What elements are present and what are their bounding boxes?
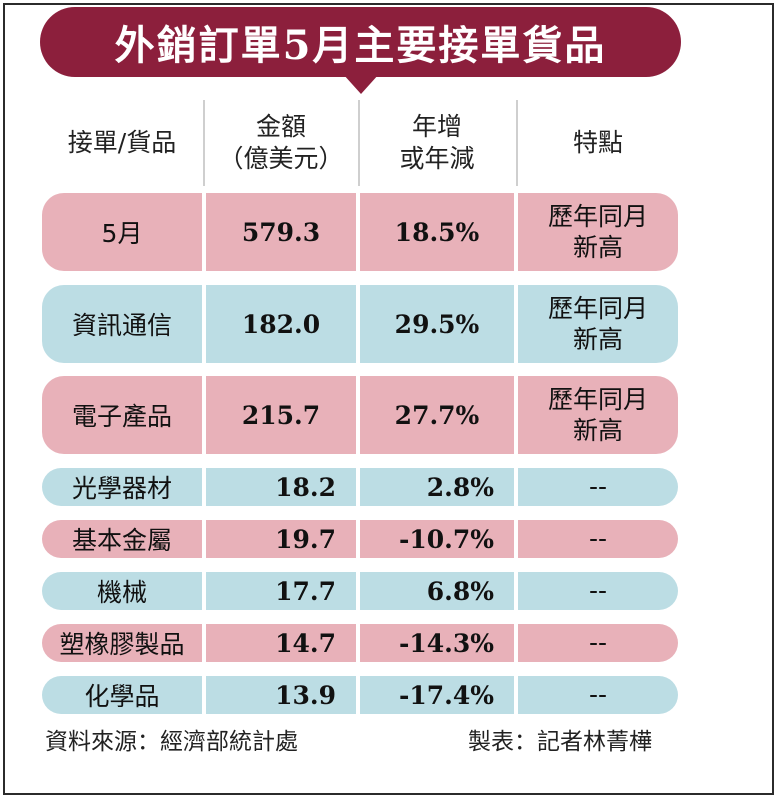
row-feature: 歷年同月 新高 bbox=[518, 376, 678, 454]
header-change-line2: 或年減 bbox=[399, 144, 475, 173]
credit-note: 製表：記者林菁樺 bbox=[468, 729, 652, 755]
table-row: 機械 17.7 6.8% -- bbox=[42, 572, 678, 610]
row-amount-value: 182.0 bbox=[206, 285, 356, 363]
header-item: 接單/貨品 bbox=[42, 100, 202, 186]
row-feature-text: -- bbox=[588, 472, 608, 502]
row-feature-text: 歷年同月 bbox=[547, 201, 648, 231]
row-feature-text: 新高 bbox=[572, 325, 623, 354]
header-divider bbox=[203, 100, 205, 186]
row-feature: -- bbox=[518, 572, 678, 610]
row-item-name: 機械 bbox=[42, 572, 202, 610]
table-row: 化學品 13.9 -17.4% -- bbox=[42, 676, 678, 714]
row-feature: -- bbox=[518, 624, 678, 662]
row-feature: 歷年同月 新高 bbox=[518, 193, 678, 271]
row-amount-value: 18.2 bbox=[206, 468, 356, 506]
row-item-name: 基本金屬 bbox=[42, 520, 202, 558]
header-change-line1: 年增 bbox=[411, 111, 462, 141]
row-amount-value: 13.9 bbox=[206, 676, 356, 714]
row-feature-text: 歷年同月 bbox=[547, 384, 648, 414]
row-feature-text: -- bbox=[588, 576, 608, 606]
row-amount-value: 19.7 bbox=[206, 520, 356, 558]
header-feature: 特點 bbox=[518, 100, 678, 186]
header-divider bbox=[516, 100, 518, 186]
banner-pointer bbox=[343, 74, 379, 94]
chart-title: 外銷訂單5月主要接單貨品 bbox=[114, 22, 607, 69]
header-divider bbox=[358, 100, 360, 186]
header-feature-label: 特點 bbox=[572, 127, 623, 157]
header-amount: 金額 （億美元） bbox=[206, 100, 356, 186]
header-amount-line1: 金額 bbox=[255, 111, 306, 141]
table-row: 光學器材 18.2 2.8% -- bbox=[42, 468, 678, 506]
row-amount-value: 14.7 bbox=[206, 624, 356, 662]
row-feature: 歷年同月 新高 bbox=[518, 285, 678, 363]
row-item-name: 電子產品 bbox=[42, 376, 202, 454]
row-feature-text: -- bbox=[588, 628, 608, 658]
header-item-label: 接單/貨品 bbox=[67, 127, 177, 157]
row-change-value: 18.5% bbox=[360, 193, 514, 271]
row-feature-text: -- bbox=[588, 680, 608, 710]
table-row: 塑橡膠製品 14.7 -14.3% -- bbox=[42, 624, 678, 662]
row-change-value: -10.7% bbox=[360, 520, 514, 558]
row-feature-text: 歷年同月 bbox=[547, 293, 648, 323]
row-change-value: -17.4% bbox=[360, 676, 514, 714]
row-item-name: 光學器材 bbox=[42, 468, 202, 506]
header-change: 年增 或年減 bbox=[360, 100, 514, 186]
row-amount-value: 17.7 bbox=[206, 572, 356, 610]
row-amount-value: 215.7 bbox=[206, 376, 356, 454]
row-item-name: 資訊通信 bbox=[42, 285, 202, 363]
table-row: 資訊通信 182.0 29.5% 歷年同月 新高 bbox=[42, 285, 678, 363]
header-amount-line2: （億美元） bbox=[218, 144, 344, 173]
row-feature: -- bbox=[518, 676, 678, 714]
row-feature: -- bbox=[518, 520, 678, 558]
row-change-value: 27.7% bbox=[360, 376, 514, 454]
row-change-value: -14.3% bbox=[360, 624, 514, 662]
row-item-name: 5月 bbox=[42, 193, 202, 271]
row-change-value: 2.8% bbox=[360, 468, 514, 506]
row-amount-value: 579.3 bbox=[206, 193, 356, 271]
table-row: 電子產品 215.7 27.7% 歷年同月 新高 bbox=[42, 376, 678, 454]
table-row: 基本金屬 19.7 -10.7% -- bbox=[42, 520, 678, 558]
row-item-name: 塑橡膠製品 bbox=[42, 624, 202, 662]
source-note: 資料來源：經濟部統計處 bbox=[45, 729, 298, 755]
row-change-value: 6.8% bbox=[360, 572, 514, 610]
row-feature-text: -- bbox=[588, 524, 608, 554]
row-feature-text: 新高 bbox=[572, 416, 623, 445]
row-feature-text: 新高 bbox=[572, 233, 623, 262]
title-banner: 外銷訂單5月主要接單貨品 bbox=[40, 7, 681, 77]
row-change-value: 29.5% bbox=[360, 285, 514, 363]
table-row: 5月 579.3 18.5% 歷年同月 新高 bbox=[42, 193, 678, 271]
row-item-name: 化學品 bbox=[42, 676, 202, 714]
row-feature: -- bbox=[518, 468, 678, 506]
